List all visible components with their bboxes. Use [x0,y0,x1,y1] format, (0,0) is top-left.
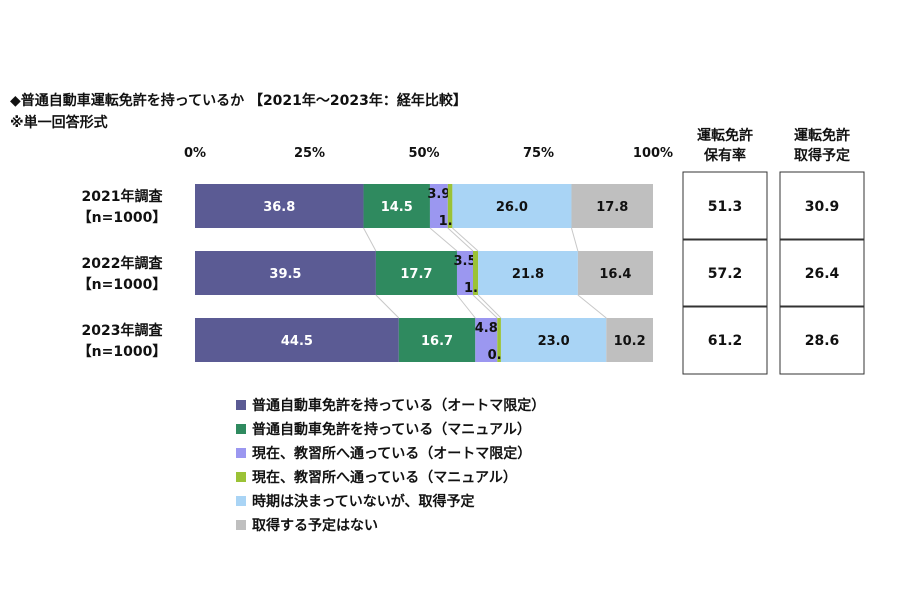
bar-value-label: 21.8 [512,267,544,282]
category-sample-label: 【n=1000】 [78,344,167,360]
segment-connector-line [375,294,400,319]
segment-connector-line [429,227,458,252]
x-tick-label: 50% [408,146,439,161]
side-table-value: 61.2 [708,333,743,349]
category-label: 2021年調査 [82,188,164,205]
legend-item-plan-undecided: 時期は決まっていないが、取得予定 [236,489,545,513]
bar-value-label: 14.5 [381,200,413,215]
bar-value-label: 23.0 [538,334,570,349]
bar-segment [195,251,376,295]
bar-segment [475,318,498,362]
side-table-cell [682,171,768,241]
legend-swatch-school-auto [236,448,246,458]
bar-value-label: 16.7 [421,334,453,349]
bar-segment [500,318,607,362]
x-tick-label: 25% [294,146,325,161]
x-tick-label: 0% [184,146,206,161]
side-table-value: 57.2 [708,266,743,282]
chart-legend: 普通自動車免許を持っている（オートマ限定） 普通自動車免許を持っている（マニュア… [236,393,545,537]
bar-value-label: 17.8 [596,200,628,215]
bar-segment [398,318,476,362]
side-table-value: 26.4 [805,266,840,282]
legend-swatch-no-plan [236,520,246,530]
side-table-cell [682,238,768,308]
bar-segment [606,318,653,362]
bar-segment [363,184,430,228]
chart-subtitle: ※単一回答形式 [10,115,108,131]
bar-segment [456,251,474,295]
legend-swatch-auto-license [236,400,246,410]
bar-segment [429,184,448,228]
bar-value-label: 16.4 [599,267,631,282]
bar-value-label: 3.5 [453,254,476,269]
side-header-planned: 運転免許 取得予定 [780,126,864,166]
segment-connector-line [363,227,377,252]
legend-swatch-manual-license [236,424,246,434]
bar-segment [375,251,457,295]
bar-value-label: 26.0 [496,200,528,215]
bar-value-label: 39.5 [269,267,301,282]
side-header-planned-line1: 運転免許 [794,128,850,144]
bar-value-label: 3.9 [427,187,450,202]
side-header-ownership-line2: 保有率 [704,148,746,164]
side-header-ownership-line1: 運転免許 [697,128,753,144]
category-sample-label: 【n=1000】 [78,210,167,226]
legend-label-school-auto: 現在、教習所へ通っている（オートマ限定） [252,446,532,462]
side-header-ownership: 運転免許 保有率 [683,126,767,166]
bar-segment [473,251,479,295]
legend-label-school-manual: 現在、教習所へ通っている（マニュアル） [252,470,517,486]
bar-segment [447,184,453,228]
segment-connector-line [477,294,502,319]
side-table-value: 30.9 [805,199,840,215]
bar-segment [478,251,578,295]
legend-label-plan-undecided: 時期は決まっていないが、取得予定 [252,494,475,510]
legend-item-school-auto: 現在、教習所へ通っている（オートマ限定） [236,441,545,465]
side-table-value: 51.3 [708,199,743,215]
bar-segment [452,184,572,228]
side-table-cell [682,305,768,375]
segment-connector-line [577,294,607,319]
side-table-value: 28.6 [805,333,840,349]
legend-swatch-plan-undecided [236,496,246,506]
segment-connector-line [447,227,474,252]
legend-label-manual-license: 普通自動車免許を持っている（マニュアル） [252,422,531,438]
legend-item-auto-license: 普通自動車免許を持っている（オートマ限定） [236,393,545,417]
bar-segment [497,318,501,362]
category-label: 2023年調査 [82,322,164,339]
segment-connector-line [570,227,579,252]
legend-label-no-plan: 取得する予定はない [252,518,378,534]
bar-segment [195,184,364,228]
bar-segment [577,251,653,295]
bar-segment [571,184,653,228]
bar-value-label: 10.2 [614,334,646,349]
legend-item-school-manual: 現在、教習所へ通っている（マニュアル） [236,465,545,489]
category-sample-label: 【n=1000】 [78,277,167,293]
legend-item-no-plan: 取得する予定はない [236,513,545,537]
bar-value-label: 4.8 [475,321,498,336]
legend-label-auto-license: 普通自動車免許を持っている（オートマ限定） [252,398,546,414]
side-header-planned-line2: 取得予定 [794,148,850,164]
side-table-cell [779,305,865,375]
bar-segment [195,318,399,362]
side-table-cell [779,238,865,308]
segment-connector-line [472,294,498,319]
bar-value-label: 17.7 [400,267,432,282]
bar-value-label: 36.8 [263,200,295,215]
x-tick-label: 100% [633,146,673,161]
category-label: 2022年調査 [82,255,164,272]
legend-swatch-school-manual [236,472,246,482]
segment-connector-line [456,294,476,319]
chart-title: ◆普通自動車運転免許を持っているか 【2021年～2023年：経年比較】 [10,93,467,109]
legend-item-manual-license: 普通自動車免許を持っている（マニュアル） [236,417,545,441]
segment-connector-line [452,227,479,252]
bar-value-label: 44.5 [281,334,313,349]
x-tick-label: 75% [523,146,554,161]
side-table-cell [779,171,865,241]
